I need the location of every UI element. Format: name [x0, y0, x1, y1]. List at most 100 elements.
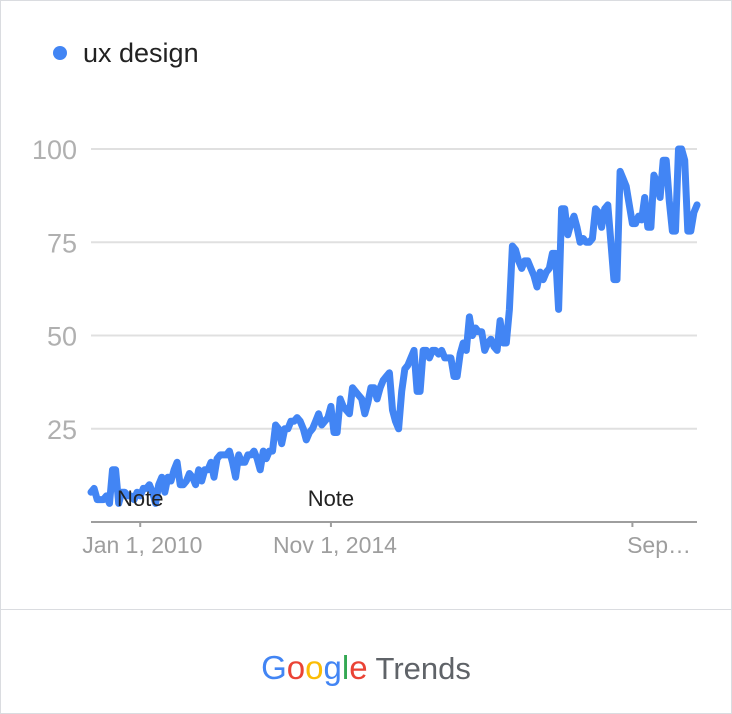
- data-point: [618, 169, 622, 173]
- google-logo-letter: o: [286, 649, 306, 686]
- data-point: [572, 214, 576, 218]
- data-point: [520, 266, 524, 270]
- data-point: [292, 419, 296, 423]
- data-point: [615, 278, 619, 282]
- data-point: [344, 408, 348, 412]
- data-point: [280, 442, 284, 446]
- google-logo-letter: g: [323, 649, 342, 686]
- data-point: [455, 375, 459, 379]
- data-point: [498, 319, 502, 323]
- data-point: [695, 203, 699, 207]
- brand-product: Trends: [375, 651, 471, 686]
- data-point: [347, 412, 351, 416]
- data-point: [255, 457, 259, 461]
- data-point: [351, 386, 355, 390]
- note-marker: Note: [308, 486, 354, 511]
- data-point: [624, 184, 628, 188]
- data-point: [667, 199, 671, 203]
- data-point: [295, 416, 299, 420]
- data-point: [175, 460, 179, 464]
- data-point: [212, 475, 216, 479]
- data-point: [557, 307, 561, 311]
- note-layer: Note Note: [117, 486, 354, 511]
- y-tick-label: 50: [47, 322, 77, 352]
- legend[interactable]: ux design: [53, 37, 199, 69]
- data-point: [458, 352, 462, 356]
- data-point: [643, 196, 647, 200]
- data-point: [187, 472, 191, 476]
- axis-layer: 25 50 75 100 Jan 1, 2010 Nov 1, 2014 Sep…: [32, 135, 697, 558]
- data-point: [597, 210, 601, 214]
- data-point: [547, 266, 551, 270]
- data-point: [311, 427, 315, 431]
- data-point: [655, 181, 659, 185]
- data-point: [227, 449, 231, 453]
- data-point: [403, 367, 407, 371]
- google-logo-letter: l: [341, 649, 350, 686]
- data-point: [104, 494, 108, 498]
- data-point: [495, 348, 499, 352]
- data-point: [464, 348, 468, 352]
- data-point: [277, 427, 281, 431]
- data-point: [197, 468, 201, 472]
- data-point: [634, 222, 638, 226]
- data-point: [517, 259, 521, 263]
- data-point: [637, 214, 641, 218]
- data-point: [526, 259, 530, 263]
- y-tick-label: 75: [47, 228, 77, 258]
- data-point: [440, 348, 444, 352]
- data-point: [535, 285, 539, 289]
- data-point: [320, 423, 324, 427]
- data-point: [360, 397, 364, 401]
- data-point: [357, 393, 361, 397]
- data-point: [372, 386, 376, 390]
- data-point: [261, 449, 265, 453]
- data-point: [215, 457, 219, 461]
- data-point: [354, 389, 358, 393]
- data-point: [480, 330, 484, 334]
- data-point: [409, 356, 413, 360]
- data-point: [578, 240, 582, 244]
- data-point: [575, 225, 579, 229]
- data-point: [418, 389, 422, 393]
- data-point: [326, 416, 330, 420]
- google-logo: Google: [261, 649, 367, 686]
- data-point: [658, 196, 662, 200]
- data-point: [652, 173, 656, 177]
- data-point: [298, 419, 302, 423]
- data-point: [234, 475, 238, 479]
- line-chart[interactable]: 25 50 75 100 Jan 1, 2010 Nov 1, 2014 Sep… Note…: [1, 1, 731, 601]
- data-point: [692, 210, 696, 214]
- data-point: [114, 468, 118, 472]
- note-marker: Note: [117, 486, 163, 511]
- grid-layer: [91, 148, 697, 430]
- data-point: [304, 438, 308, 442]
- data-point: [329, 404, 333, 408]
- data-point: [400, 389, 404, 393]
- data-point: [587, 240, 591, 244]
- data-point: [406, 363, 410, 367]
- data-point: [486, 341, 490, 345]
- data-point: [649, 225, 653, 229]
- data-point: [621, 177, 625, 181]
- data-point: [286, 427, 290, 431]
- data-point: [381, 378, 385, 382]
- data-point: [603, 207, 607, 211]
- data-point: [640, 218, 644, 222]
- data-point: [510, 244, 514, 248]
- data-point: [424, 348, 428, 352]
- data-point: [191, 475, 195, 479]
- data-point: [243, 460, 247, 464]
- data-point: [341, 404, 345, 408]
- data-point: [194, 483, 198, 487]
- data-point: [492, 345, 496, 349]
- data-point: [627, 203, 631, 207]
- data-point: [569, 222, 573, 226]
- data-point: [609, 240, 613, 244]
- footer-brand[interactable]: Google Trends: [1, 646, 731, 691]
- data-point: [680, 147, 684, 151]
- data-point: [544, 270, 548, 274]
- data-point: [224, 453, 228, 457]
- data-point: [391, 408, 395, 412]
